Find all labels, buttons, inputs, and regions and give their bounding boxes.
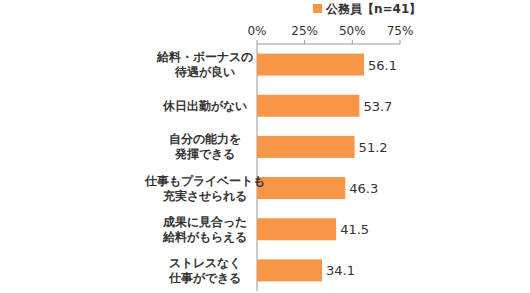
category-label-line: ストレスなく [169,256,241,270]
category-label-line: 給料がもらえる [162,230,247,244]
category-label-line: 仕事ができる [168,271,241,285]
data-label: 41.5 [340,222,369,237]
category-label: ストレスなく仕事ができる [168,256,241,285]
category-label-line: 成果に見合った [162,215,247,229]
data-label: 51.2 [359,140,388,155]
axis-line [257,44,400,45]
legend-swatch [313,4,322,13]
tick-label: 0% [247,24,266,38]
category-label: 仕事もプライベートも充実させられる [144,174,265,203]
category-label: 休日出勤がない [162,99,247,113]
data-label: 34.1 [326,263,355,278]
bars [257,54,364,282]
category-label-line: 自分の能力を [169,132,241,146]
data-label: 46.3 [349,181,378,196]
tick-mark [304,40,305,44]
axis-line [257,44,258,291]
tick-label: 25% [291,24,318,38]
tick-label: 75% [387,24,414,38]
category-label-line: 仕事もプライベートも [144,174,265,188]
category-label: 成果に見合った給料がもらえる [162,215,247,244]
bar [257,177,345,199]
category-label-line: 給料・ボーナスの [156,50,253,64]
data-label: 56.1 [368,58,397,73]
legend-label: 公務員【n=41】 [325,2,421,16]
category-label-line: 休日出勤がない [162,99,247,113]
category-label: 給料・ボーナスの待遇が良い [156,50,253,79]
tick-mark [352,40,353,44]
bar [257,259,322,281]
category-label: 自分の能力を発揮できる [169,132,241,161]
bar [257,136,355,158]
tick-mark [257,40,258,44]
bar [257,95,359,117]
tick-label: 50% [339,24,366,38]
category-label-line: 充実させられる [162,189,247,203]
category-label-line: 待遇が良い [174,65,235,79]
bar [257,54,364,76]
tick-mark [400,40,401,44]
bar [257,218,336,240]
chart: 公務員【n=41】 0% 25% 50% 75% 56.1 53.7 51.2 46.3 41.5… [0,0,530,293]
category-label-line: 発揮できる [174,147,235,161]
data-label: 53.7 [363,99,392,114]
